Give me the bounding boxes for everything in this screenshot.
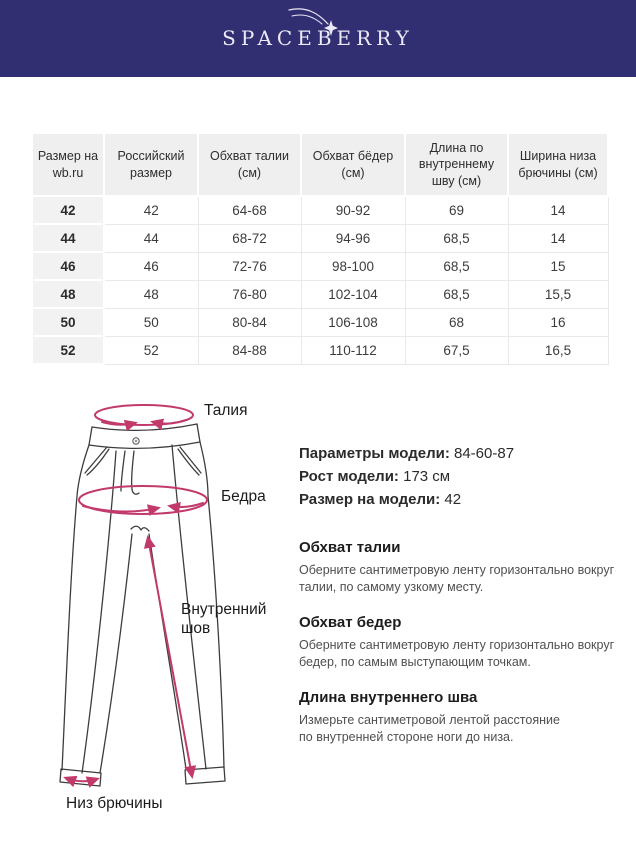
section-text-line: по внутренней стороне ноги до низа. — [299, 729, 514, 744]
hips-label: Бедра — [221, 488, 266, 505]
table-cell: 42 — [103, 195, 199, 225]
how-to-measure-sections: Обхват талии Оберните сантиметровую лент… — [299, 540, 629, 745]
param-label: Размер на модели: — [299, 491, 441, 508]
leg-bottom-label: Низ брючины — [66, 795, 163, 812]
table-cell: 94-96 — [300, 223, 406, 253]
waist-label: Талия — [204, 402, 248, 419]
section-text-line: Измерьте сантиметровой лентой расстояние — [299, 713, 560, 727]
table-cell: 84-88 — [197, 335, 302, 365]
param-label: Рост модели: — [299, 468, 399, 485]
table-cell: 110-112 — [300, 335, 406, 365]
table-cell: 69 — [404, 195, 509, 225]
table-cell: 72-76 — [197, 251, 302, 281]
table-row: 42 42 64-68 90-92 69 14 — [31, 195, 609, 225]
table-cell: 14 — [507, 223, 609, 253]
measurement-info: Параметры модели: 84-60-87 Рост модели: … — [299, 446, 629, 745]
brand-logo: SPACEBERRY — [168, 0, 468, 77]
table-cell: 68,5 — [404, 279, 509, 309]
row-header: 48 — [31, 279, 105, 309]
table-cell: 16,5 — [507, 335, 609, 365]
table-cell: 76-80 — [197, 279, 302, 309]
column-header-waist: Обхват талии (см) — [197, 132, 302, 197]
row-header: 52 — [31, 335, 105, 365]
param-label: Параметры модели: — [299, 445, 450, 462]
table-cell: 64-68 — [197, 195, 302, 225]
table-cell: 16 — [507, 307, 609, 337]
table-row: 50 50 80-84 106-108 68 16 — [31, 307, 609, 337]
table-cell: 80-84 — [197, 307, 302, 337]
row-header: 50 — [31, 307, 105, 337]
inner-seam-label: Внутренний шов — [181, 601, 267, 638]
param-value: 42 — [444, 491, 462, 508]
table-cell: 15,5 — [507, 279, 609, 309]
section-text-line: бедер, по самым выступающим точкам. — [299, 654, 531, 669]
table-cell: 50 — [103, 307, 199, 337]
section-title: Длина внутреннего шва — [299, 689, 478, 706]
section-title: Обхват бедер — [299, 614, 402, 631]
table-cell: 68,5 — [404, 251, 509, 281]
table-row: 44 44 68-72 94-96 68,5 14 — [31, 223, 609, 253]
waist-measure-section: Обхват талии Оберните сантиметровую лент… — [299, 540, 629, 595]
row-header: 44 — [31, 223, 105, 253]
size-table: Размер на wb.ru Российский размер Обхват… — [31, 132, 609, 365]
column-header-wb-size: Размер на wb.ru — [31, 132, 105, 197]
table-cell: 98-100 — [300, 251, 406, 281]
column-header-hips: Обхват бёдер (см) — [300, 132, 406, 197]
table-cell: 68,5 — [404, 223, 509, 253]
table-cell: 14 — [507, 195, 609, 225]
table-cell: 46 — [103, 251, 199, 281]
column-header-inseam: Длина по внутреннему шву (см) — [404, 132, 509, 197]
model-height: Рост модели: 173 см — [299, 469, 629, 484]
section-title: Обхват талии — [299, 539, 401, 556]
section-text-line: талии, по самому узкому месту. — [299, 579, 484, 594]
model-parameters: Параметры модели: 84-60-87 — [299, 446, 629, 461]
table-row: 52 52 84-88 110-112 67,5 16,5 — [31, 335, 609, 365]
table-cell: 48 — [103, 279, 199, 309]
table-cell: 67,5 — [404, 335, 509, 365]
table-cell: 68-72 — [197, 223, 302, 253]
table-cell: 106-108 — [300, 307, 406, 337]
section-text-line: Оберните сантиметровую ленту горизонталь… — [299, 638, 615, 652]
table-cell: 102-104 — [300, 279, 406, 309]
column-header-ru-size: Российский размер — [103, 132, 199, 197]
table-cell: 90-92 — [300, 195, 406, 225]
table-header-row: Размер на wb.ru Российский размер Обхват… — [31, 132, 609, 197]
param-value: 84-60-87 — [454, 445, 515, 462]
table-cell: 15 — [507, 251, 609, 281]
table-cell: 52 — [103, 335, 199, 365]
brand-bar: SPACEBERRY — [0, 0, 636, 77]
table-row: 48 48 76-80 102-104 68,5 15,5 — [31, 279, 609, 309]
table-cell: 68 — [404, 307, 509, 337]
row-header: 42 — [31, 195, 105, 225]
pants-line-art — [59, 404, 226, 788]
brand-name: SPACEBERRY — [222, 26, 414, 50]
column-header-leg-width: Ширина низа брючины (см) — [507, 132, 609, 197]
param-value: 173 см — [403, 468, 451, 485]
row-header: 46 — [31, 251, 105, 281]
measurement-diagram: Талия Бедра Внутренний шов Низ брючины — [20, 388, 290, 818]
table-cell: 44 — [103, 223, 199, 253]
model-size: Размер на модели: 42 — [299, 492, 629, 507]
hips-measure-section: Обхват бедер Оберните сантиметровую лент… — [299, 615, 629, 670]
table-row: 46 46 72-76 98-100 68,5 15 — [31, 251, 609, 281]
inseam-measure-section: Длина внутреннего шва Измерьте сантиметр… — [299, 690, 629, 745]
section-text-line: Оберните сантиметровую ленту горизонталь… — [299, 563, 615, 577]
comet-star-icon — [288, 8, 338, 36]
